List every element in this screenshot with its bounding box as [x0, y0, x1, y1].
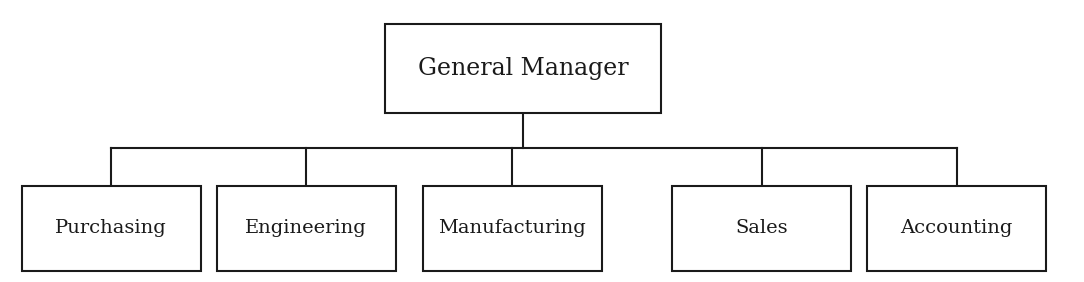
- Text: Purchasing: Purchasing: [55, 219, 167, 237]
- Text: General Manager: General Manager: [417, 57, 629, 80]
- Text: Sales: Sales: [735, 219, 788, 237]
- FancyBboxPatch shape: [672, 186, 851, 271]
- FancyBboxPatch shape: [22, 186, 201, 271]
- FancyBboxPatch shape: [217, 186, 396, 271]
- FancyBboxPatch shape: [385, 24, 661, 113]
- Text: Engineering: Engineering: [245, 219, 367, 237]
- FancyBboxPatch shape: [423, 186, 602, 271]
- Text: Accounting: Accounting: [901, 219, 1012, 237]
- Text: Manufacturing: Manufacturing: [438, 219, 586, 237]
- FancyBboxPatch shape: [867, 186, 1046, 271]
